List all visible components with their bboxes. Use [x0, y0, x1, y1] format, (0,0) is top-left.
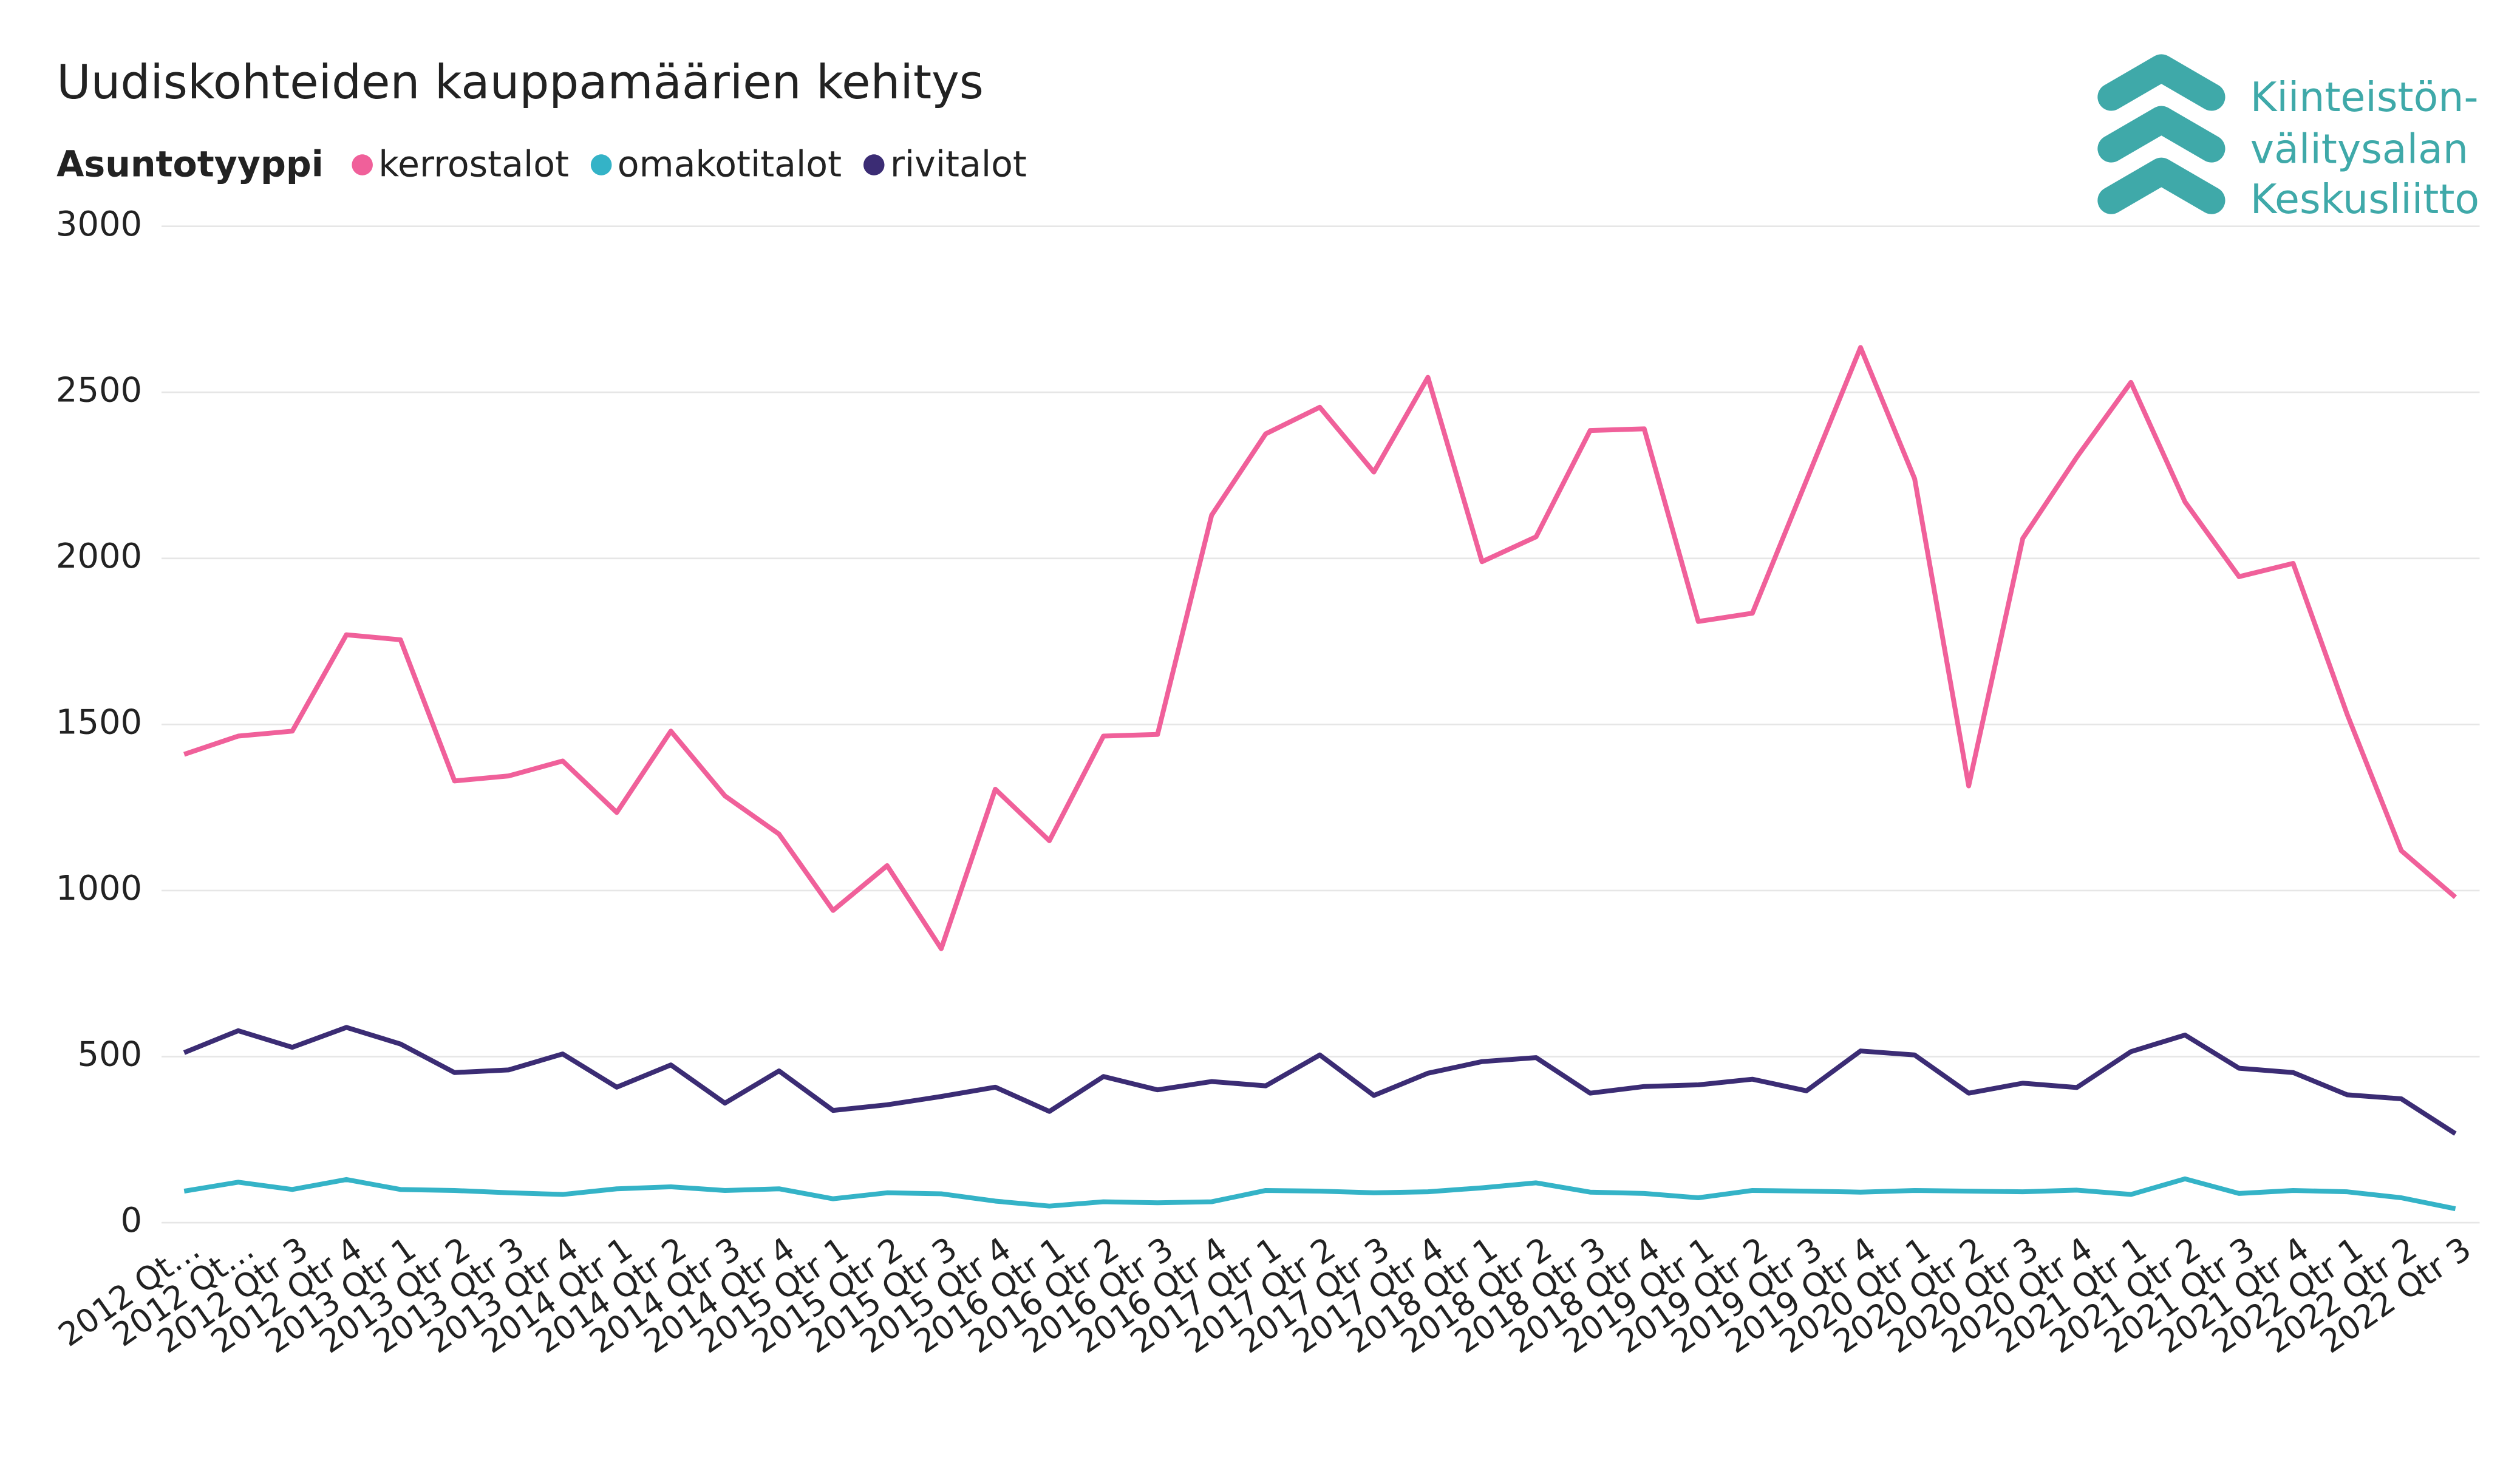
- legend-marker: [590, 154, 612, 175]
- legend-label: omakotitalot: [618, 143, 842, 185]
- y-tick-label: 500: [77, 1035, 142, 1075]
- y-tick-label: 2500: [56, 370, 142, 410]
- chart-title: Uudiskohteiden kauppamäärien kehitys: [56, 55, 984, 110]
- logo: [2097, 54, 2225, 214]
- line-series: [183, 1176, 2456, 1211]
- legend-label: rivitalot: [890, 143, 1027, 185]
- logo-chevron: [2097, 157, 2225, 214]
- line-series: [183, 345, 2457, 951]
- y-tick-label: 1000: [56, 869, 142, 908]
- y-tick-label: 1500: [56, 702, 142, 742]
- legend-marker: [352, 154, 373, 175]
- logo-text: Kiinteistön-: [2250, 73, 2479, 121]
- y-tick-label: 0: [121, 1201, 143, 1240]
- legend-marker: [863, 154, 885, 175]
- logo-text: välitysalan: [2250, 125, 2468, 172]
- line-series: [183, 1025, 2457, 1136]
- y-tick-label: 2000: [56, 537, 142, 576]
- legend-title: Asuntotyyppi: [56, 143, 324, 185]
- legend-label: kerrostalot: [378, 143, 569, 185]
- y-tick-label: 3000: [56, 205, 142, 244]
- logo-chevron: [2097, 54, 2225, 111]
- logo-chevron: [2097, 106, 2225, 163]
- logo-text: Keskusliitto: [2250, 175, 2479, 223]
